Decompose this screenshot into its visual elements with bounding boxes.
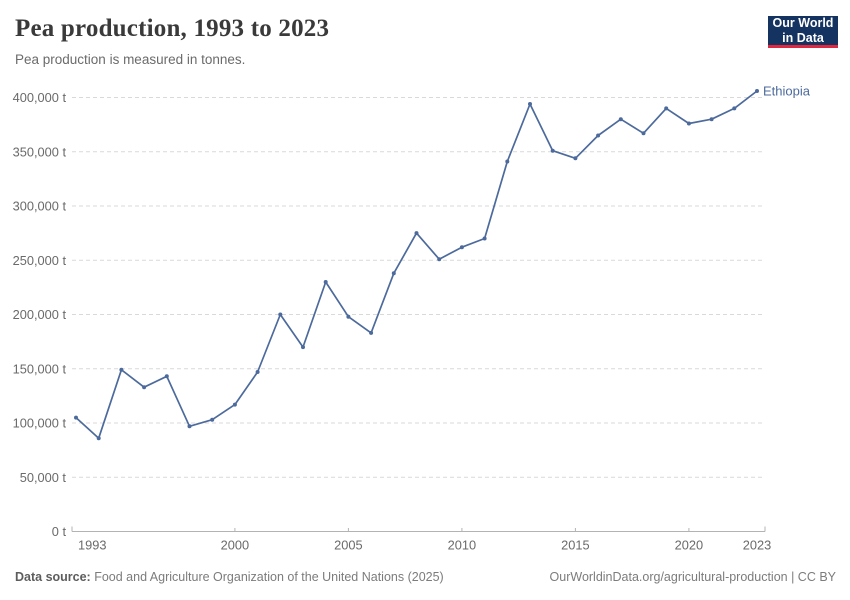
data-point [437,257,442,262]
data-point [596,133,601,138]
data-point [709,117,714,122]
data-point [232,402,237,407]
chart-subtitle: Pea production is measured in tonnes. [15,52,246,67]
data-point [323,280,328,284]
data-point [255,370,260,374]
x-tick-label: 2023 [743,538,771,553]
page-title: Pea production, 1993 to 2023 [15,15,330,42]
data-point [505,159,510,164]
x-tick-label: 2005 [334,538,362,553]
y-tick-label: 300,000 t [13,199,67,214]
y-tick-label: 200,000 t [13,307,67,322]
data-point [755,89,759,93]
data-source-label: Data source: [15,570,91,584]
data-point [301,345,305,350]
data-point [550,148,555,153]
y-tick-label: 150,000 t [13,361,67,376]
x-tick-label: 1993 [78,538,106,553]
x-tick-label: 2000 [221,538,249,553]
data-point [482,236,487,241]
owid-logo: Our World in Data [768,16,838,48]
y-tick-label: 100,000 t [13,416,67,431]
data-point [278,312,283,317]
data-point [210,417,215,422]
data-point [664,106,669,111]
x-tick-label: 2015 [561,538,589,553]
logo-line-1: Our World [772,16,834,30]
data-point [732,106,737,111]
data-point [346,314,351,319]
y-tick-label: 400,000 t [13,90,67,105]
data-point [573,156,578,161]
data-point [142,385,147,390]
data-point [391,271,396,276]
data-point [528,102,532,106]
data-point [414,231,419,236]
x-tick-label: 2020 [675,538,703,553]
data-point [459,245,464,250]
y-tick-label: 0 t [52,524,67,539]
data-point [187,424,192,429]
data-source: Data source: Food and Agriculture Organi… [15,570,444,584]
chart-footer: Data source: Food and Agriculture Organi… [15,570,836,584]
data-point [119,367,124,372]
data-point [369,330,374,335]
data-point [641,131,646,136]
logo-line-2: in Data [782,30,824,45]
x-tick-label: 2010 [448,538,476,553]
data-point [164,374,169,379]
y-tick-label: 250,000 t [13,253,67,268]
data-source-text: Food and Agriculture Organization of the… [90,570,444,584]
data-point [96,436,101,441]
series-line [75,90,758,440]
y-tick-label: 50,000 t [20,470,67,485]
y-tick-label: 350,000 t [13,144,67,159]
series-label: Ethiopia [763,83,811,98]
data-point [686,121,691,126]
citation-link: OurWorldinData.org/agricultural-producti… [549,570,836,584]
data-point [618,117,623,122]
data-point [74,415,78,420]
